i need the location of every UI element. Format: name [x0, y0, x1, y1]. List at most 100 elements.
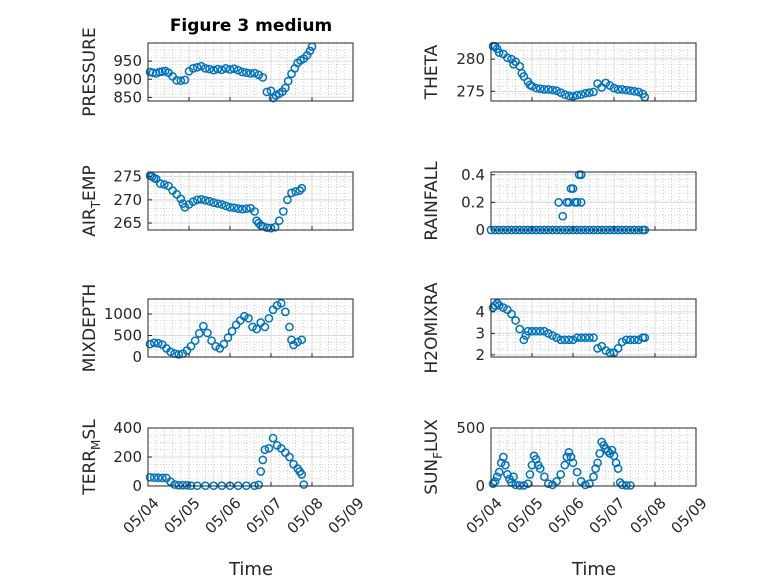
data-point [252, 324, 261, 334]
subplot-6: 2 3 4 H2OMIXRA [422, 282, 697, 374]
data-point [607, 445, 617, 455]
y-axis-label: RAINFALL [422, 161, 442, 241]
data-point [274, 216, 284, 226]
data-point [297, 470, 307, 479]
y-tick-label: 1000 [104, 305, 142, 323]
y-tick-label: 850 [113, 88, 142, 106]
y-tick-label: 400 [113, 419, 142, 437]
data-point [149, 473, 159, 482]
data-point [494, 48, 504, 58]
data-point [182, 480, 192, 490]
data-point [613, 464, 623, 473]
data-point [153, 338, 163, 348]
data-point [595, 449, 605, 458]
data-point [178, 480, 188, 490]
data-point [589, 87, 598, 97]
data-point [519, 335, 529, 345]
data-point [558, 211, 568, 221]
data-point [176, 76, 186, 86]
data-point [535, 326, 545, 336]
data-point [531, 326, 541, 336]
data-point [256, 467, 266, 476]
data-point [566, 452, 576, 462]
subplot-3: 265 270 275 AIRTEMP [80, 165, 354, 237]
data-point [568, 184, 578, 193]
data-point [609, 83, 619, 93]
data-point [227, 326, 237, 336]
data-point [149, 338, 159, 348]
axes-frame [490, 427, 697, 487]
data-point [593, 458, 602, 468]
data-point [145, 472, 155, 482]
y-tick-label: 0 [475, 477, 485, 495]
data-point [192, 62, 202, 72]
y-tick-label: 0 [475, 221, 485, 239]
data-point [207, 336, 216, 346]
data-point [509, 472, 518, 482]
data-point [621, 335, 631, 345]
data-point [503, 53, 512, 63]
data-point [155, 179, 165, 188]
data-point [254, 480, 264, 490]
data-point [507, 309, 516, 319]
x-tick-label: 05/07 [585, 494, 628, 537]
data-point [521, 331, 531, 340]
data-point [634, 87, 643, 97]
data-point [268, 433, 278, 443]
data-point [213, 64, 223, 74]
y-tick-label: 275 [456, 82, 485, 100]
x-tick-label: 05/06 [201, 494, 244, 537]
subplot-4: 0 0.2 0.4 RAINFALL [422, 161, 697, 241]
data-point [492, 298, 502, 308]
data-point [626, 481, 635, 490]
data-point [281, 83, 290, 93]
data-point [174, 480, 184, 490]
data-point [527, 81, 537, 91]
data-point [188, 197, 198, 207]
data-point [186, 341, 196, 351]
data-point [285, 322, 294, 332]
data-point [244, 313, 253, 323]
data-point [276, 298, 286, 308]
x-tick-label: 05/05 [503, 494, 546, 537]
x-tick-label: 05/09 [324, 494, 367, 537]
data-point [580, 333, 590, 343]
data-point [283, 195, 292, 205]
data-point [539, 85, 549, 94]
data-point [217, 65, 227, 75]
data-point [591, 464, 600, 473]
y-tick-label: 900 [113, 70, 142, 88]
data-point [145, 339, 155, 349]
data-point [576, 90, 586, 99]
data-point [201, 64, 210, 73]
data-point [209, 198, 218, 207]
y-axis-label: AIRTEMP [80, 165, 103, 236]
data-point [262, 87, 272, 97]
data-point [170, 480, 179, 489]
data-point [519, 481, 529, 490]
data-point [260, 322, 270, 332]
data-point [190, 336, 200, 346]
axes-frame [490, 171, 697, 231]
data-point [494, 467, 504, 477]
axes-frame [147, 298, 354, 358]
axes-frame [147, 171, 354, 231]
data-point [554, 198, 564, 207]
data-point [221, 64, 231, 73]
y-tick-label: 950 [113, 52, 142, 70]
data-point [525, 470, 535, 479]
data-point [580, 480, 590, 490]
data-point [242, 204, 251, 214]
data-point [548, 85, 557, 95]
x-tick-label: 05/07 [242, 494, 285, 537]
data-point [560, 460, 570, 470]
data-point [564, 335, 574, 345]
y-tick-label: 0 [132, 477, 142, 495]
data-point [205, 64, 214, 74]
data-point [196, 195, 206, 204]
data-point [287, 188, 296, 198]
data-point [511, 480, 520, 490]
